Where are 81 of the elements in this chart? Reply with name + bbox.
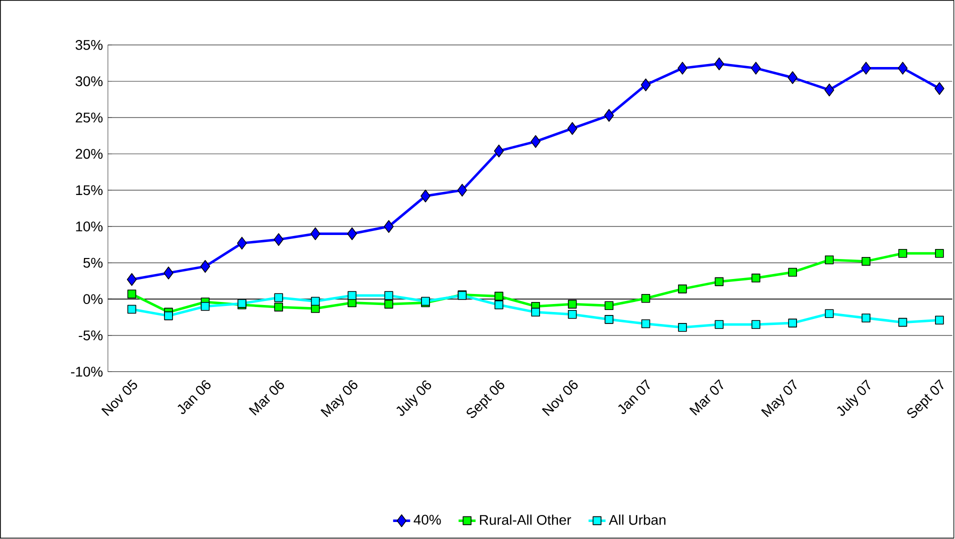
y-tick-label: 5% xyxy=(83,258,103,268)
point xyxy=(531,308,540,317)
y-tick-label: -5% xyxy=(78,330,103,341)
point xyxy=(274,293,284,302)
y-tick-label: 20% xyxy=(76,149,103,160)
point xyxy=(530,135,541,148)
point xyxy=(862,257,870,266)
point xyxy=(750,62,761,75)
point xyxy=(568,310,577,319)
point xyxy=(384,220,394,234)
point xyxy=(862,314,870,323)
point xyxy=(898,249,908,258)
point xyxy=(640,78,651,92)
point xyxy=(200,302,210,311)
point xyxy=(861,62,871,75)
point xyxy=(567,122,578,136)
y-tick-label: 0% xyxy=(83,294,103,304)
legend-label: All Urban xyxy=(608,514,666,526)
point xyxy=(420,190,430,203)
point xyxy=(678,62,688,75)
point xyxy=(714,320,724,330)
point xyxy=(274,302,284,312)
legend-label: 40% xyxy=(414,514,441,525)
point xyxy=(164,312,173,320)
x-tick-label: May 06 xyxy=(320,380,358,418)
point xyxy=(494,144,504,158)
point xyxy=(494,292,504,301)
y-tick-label: 35% xyxy=(76,40,103,50)
point xyxy=(898,318,908,327)
y-tick-label: 10% xyxy=(76,222,103,232)
point xyxy=(237,236,247,250)
point xyxy=(824,309,834,318)
x-tick-label: Jan 06 xyxy=(178,380,211,414)
point xyxy=(935,249,944,258)
point xyxy=(384,291,394,300)
x-tick-label: Nov 05 xyxy=(101,380,138,416)
point xyxy=(127,305,136,314)
point xyxy=(604,109,614,122)
point xyxy=(678,284,687,294)
point xyxy=(568,300,577,309)
x-tick-label: Mar 07 xyxy=(689,379,724,416)
point xyxy=(347,228,357,240)
point xyxy=(348,291,356,300)
point xyxy=(457,184,468,197)
point xyxy=(310,228,320,240)
y-tick-label: 25% xyxy=(76,112,103,123)
point xyxy=(127,290,136,299)
point xyxy=(898,62,908,75)
x-tick-label: Mar 06 xyxy=(248,380,284,416)
point xyxy=(788,71,798,84)
legend-label: Rural-All Other xyxy=(480,514,572,526)
point xyxy=(310,297,320,306)
point xyxy=(274,233,284,246)
point xyxy=(714,58,724,70)
point xyxy=(934,82,944,96)
y-tick-label: 15% xyxy=(76,185,103,196)
x-tick-label: Nov 06 xyxy=(542,380,578,416)
point xyxy=(604,301,614,310)
point xyxy=(200,260,210,274)
point xyxy=(384,300,394,309)
point xyxy=(494,300,504,310)
x-tick-label: July 07 xyxy=(837,380,870,416)
point xyxy=(824,256,834,264)
point xyxy=(714,277,724,286)
y-tick-label: 30% xyxy=(76,76,103,86)
x-tick-label: May 07 xyxy=(761,379,797,418)
point xyxy=(641,320,650,328)
point xyxy=(788,318,797,328)
point xyxy=(678,323,687,332)
point xyxy=(641,294,650,303)
y-tick-label: -10% xyxy=(71,366,103,377)
point xyxy=(751,320,760,330)
x-tick-label: July 06 xyxy=(396,380,432,416)
point xyxy=(164,266,174,280)
x-tick-label: Jan 07 xyxy=(618,379,650,414)
point xyxy=(604,315,614,324)
point xyxy=(751,274,760,283)
point xyxy=(788,268,797,277)
point xyxy=(935,316,944,325)
point xyxy=(824,84,834,97)
point xyxy=(126,273,137,286)
